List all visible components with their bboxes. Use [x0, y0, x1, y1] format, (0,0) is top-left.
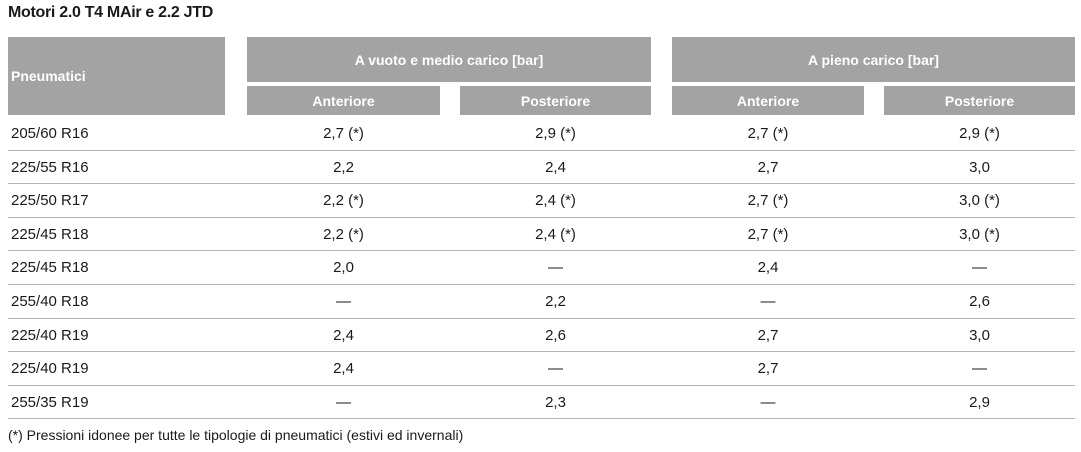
row-rule: [8, 183, 1075, 185]
cell: 2,4 (*): [535, 192, 576, 210]
row-label: 255/35 R19: [11, 393, 89, 411]
column-header: Posteriore: [460, 86, 651, 115]
cell: 2,4 (*): [535, 225, 576, 243]
row-label: 225/45 R18: [11, 259, 89, 277]
group-header: A vuoto e medio carico [bar]: [247, 37, 651, 82]
row-rule: [8, 317, 1075, 319]
row-rule: [8, 284, 1075, 285]
cell: 2,6: [969, 293, 990, 310]
row-rule: [8, 250, 1075, 252]
cell: —: [760, 293, 776, 310]
cell: 2,9: [969, 393, 990, 411]
cell: 2,4: [333, 360, 354, 378]
row-label: 225/45 R18: [11, 225, 89, 243]
cell: 2,2: [545, 293, 566, 310]
group-header: A pieno carico [bar]: [672, 37, 1075, 82]
cell: —: [548, 360, 563, 378]
cell: —: [336, 393, 351, 411]
cell: 2,0: [333, 259, 354, 277]
cell: 3,0 (*): [959, 192, 1000, 210]
cell: 2,2 (*): [323, 225, 364, 243]
cell: 2,9 (*): [535, 125, 576, 142]
cell: 2,4: [757, 259, 779, 277]
cell: —: [972, 360, 987, 378]
row-rule: [8, 384, 1075, 386]
cell: 3,0: [969, 158, 990, 176]
cell: 2,4: [545, 158, 566, 176]
cell: 2,7 (*): [323, 125, 364, 142]
cell: 2,7 (*): [747, 125, 789, 142]
column-header: Anteriore: [247, 86, 440, 115]
row-label: 225/50 R17: [11, 192, 89, 210]
row-rule: [8, 149, 1075, 151]
cell: 2,7: [757, 158, 779, 176]
column-header: Anteriore: [672, 86, 864, 115]
cell: 2,7: [757, 360, 779, 378]
row-rule: [8, 216, 1075, 218]
cell: —: [548, 259, 563, 277]
row-label: 225/55 R16: [11, 158, 89, 176]
cell: 2,2 (*): [323, 192, 364, 210]
cell: 2,7 (*): [747, 192, 789, 210]
cell: 3,0: [969, 326, 990, 344]
column-header: Pneumatici: [8, 37, 225, 115]
cell: 2,7 (*): [747, 225, 789, 243]
cell: 2,4: [333, 326, 354, 344]
row-rule: [8, 351, 1075, 353]
cell: 2,7: [757, 326, 779, 344]
cell: 3,0 (*): [959, 225, 1000, 243]
cell: 2,3: [545, 393, 566, 411]
row-label: 205/60 R16: [11, 125, 89, 142]
row-rule: [8, 418, 1075, 420]
cell: 2,9 (*): [959, 125, 1000, 142]
row-label: 225/40 R19: [11, 360, 89, 378]
cell: 2,6: [545, 326, 566, 344]
row-label: 255/40 R18: [11, 293, 89, 310]
title: Motori 2.0 T4 MAir e 2.2 JTD: [8, 4, 213, 21]
column-header: Posteriore: [884, 86, 1075, 115]
cell: 2,2: [333, 158, 354, 176]
footnote: (*) Pressioni idonee per tutte le tipolo…: [8, 427, 464, 443]
cell: —: [760, 393, 776, 411]
row-label: 225/40 R19: [11, 326, 89, 344]
cell: —: [972, 259, 987, 277]
cell: —: [336, 293, 351, 310]
